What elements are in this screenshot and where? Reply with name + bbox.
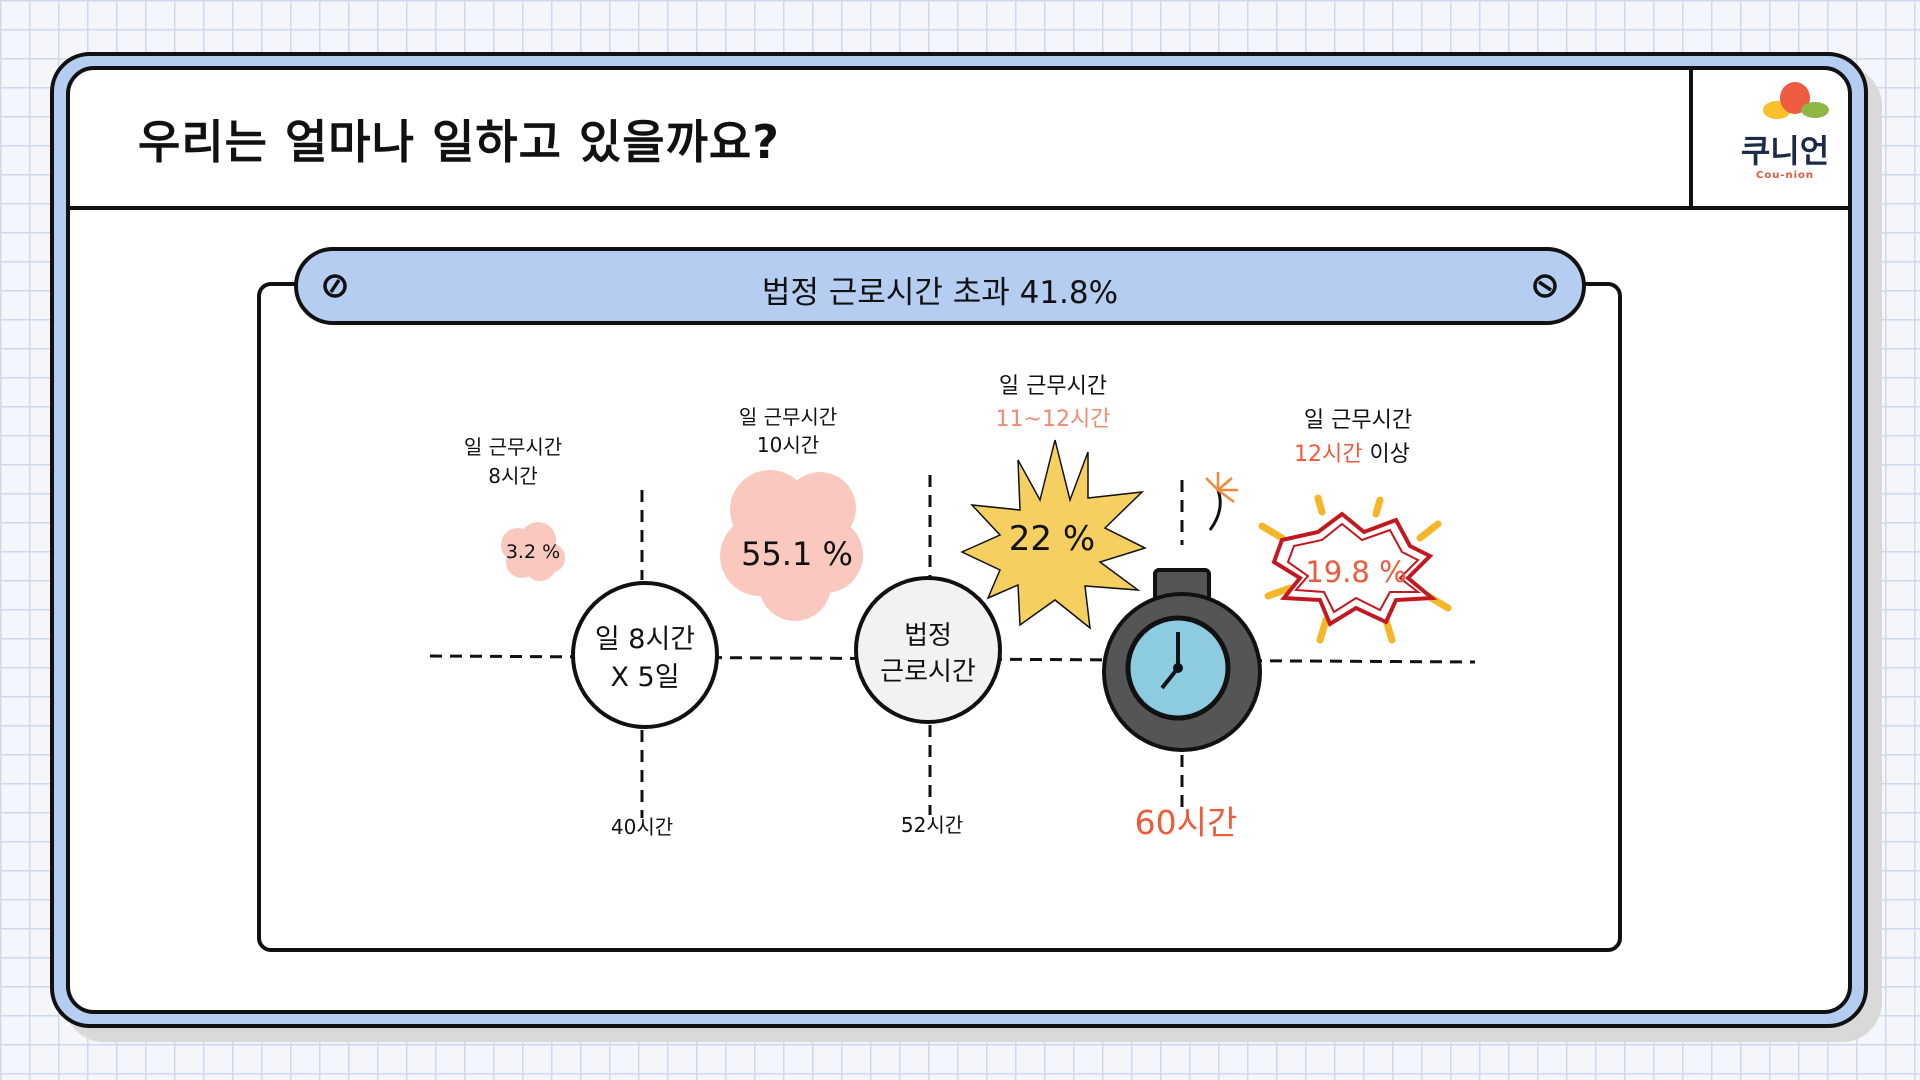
page-title: 우리는 얼마나 일하고 있을까요? [138, 115, 780, 169]
group-8h-label-line2: 8시간 [488, 464, 538, 488]
node-52-circle [854, 576, 1002, 724]
group-12h-percent: 19.8 % [1305, 555, 1406, 589]
bomb-clock-icon [1102, 472, 1262, 752]
group-12h-highlight: 12시간 [1294, 442, 1362, 467]
group-12h-rest: 이상 [1362, 442, 1409, 467]
starburst-yellow-icon [960, 439, 1148, 630]
logo-leaves-icon [1763, 82, 1829, 119]
node-40-line2: X 5일 [610, 662, 679, 693]
node-40-line1: 일 8시간 [595, 624, 695, 655]
node-40-circle [571, 581, 719, 729]
group-8h-percent: 3.2 % [506, 541, 560, 563]
axis-label-40: 40시간 [611, 815, 673, 839]
group-8h-label-line1: 일 근무시간 [464, 435, 562, 459]
logo-text: 쿠니언 [1740, 132, 1830, 170]
banner-text: 법정 근로시간 초과 41.8% [761, 275, 1119, 311]
node-52-line2: 근로시간 [880, 657, 976, 687]
group-10h-label-line2: 10시간 [757, 433, 819, 457]
group-10h-percent: 55.1 % [741, 535, 853, 573]
logo-subtext: Cou-nion [1755, 170, 1814, 181]
group-11h-label-line2: 11~12시간 [996, 407, 1111, 432]
group-11h-percent: 22 % [1009, 519, 1095, 559]
header-divider [70, 206, 1848, 210]
summary-banner: 법정 근로시간 초과 41.8% [294, 247, 1586, 325]
axis-label-60: 60시간 [1135, 803, 1238, 842]
explosion-burst-icon [1258, 494, 1452, 644]
group-12h-label-line2: 12시간 이상 [1294, 442, 1410, 467]
group-10h-label-line1: 일 근무시간 [739, 405, 837, 429]
brand-logo: 쿠니언 Cou-nion [1725, 80, 1845, 190]
cloud-small-icon [501, 522, 565, 581]
node-52-line1: 법정 [904, 621, 952, 651]
axis-label-52: 52시간 [901, 813, 963, 837]
group-12h-label-line1: 일 근무시간 [1304, 408, 1412, 433]
logo-divider [1689, 70, 1693, 210]
screw-left-icon [323, 274, 347, 298]
cloud-large-icon [720, 470, 863, 621]
screw-right-icon [1533, 274, 1557, 298]
group-11h-label-line1: 일 근무시간 [999, 374, 1107, 399]
